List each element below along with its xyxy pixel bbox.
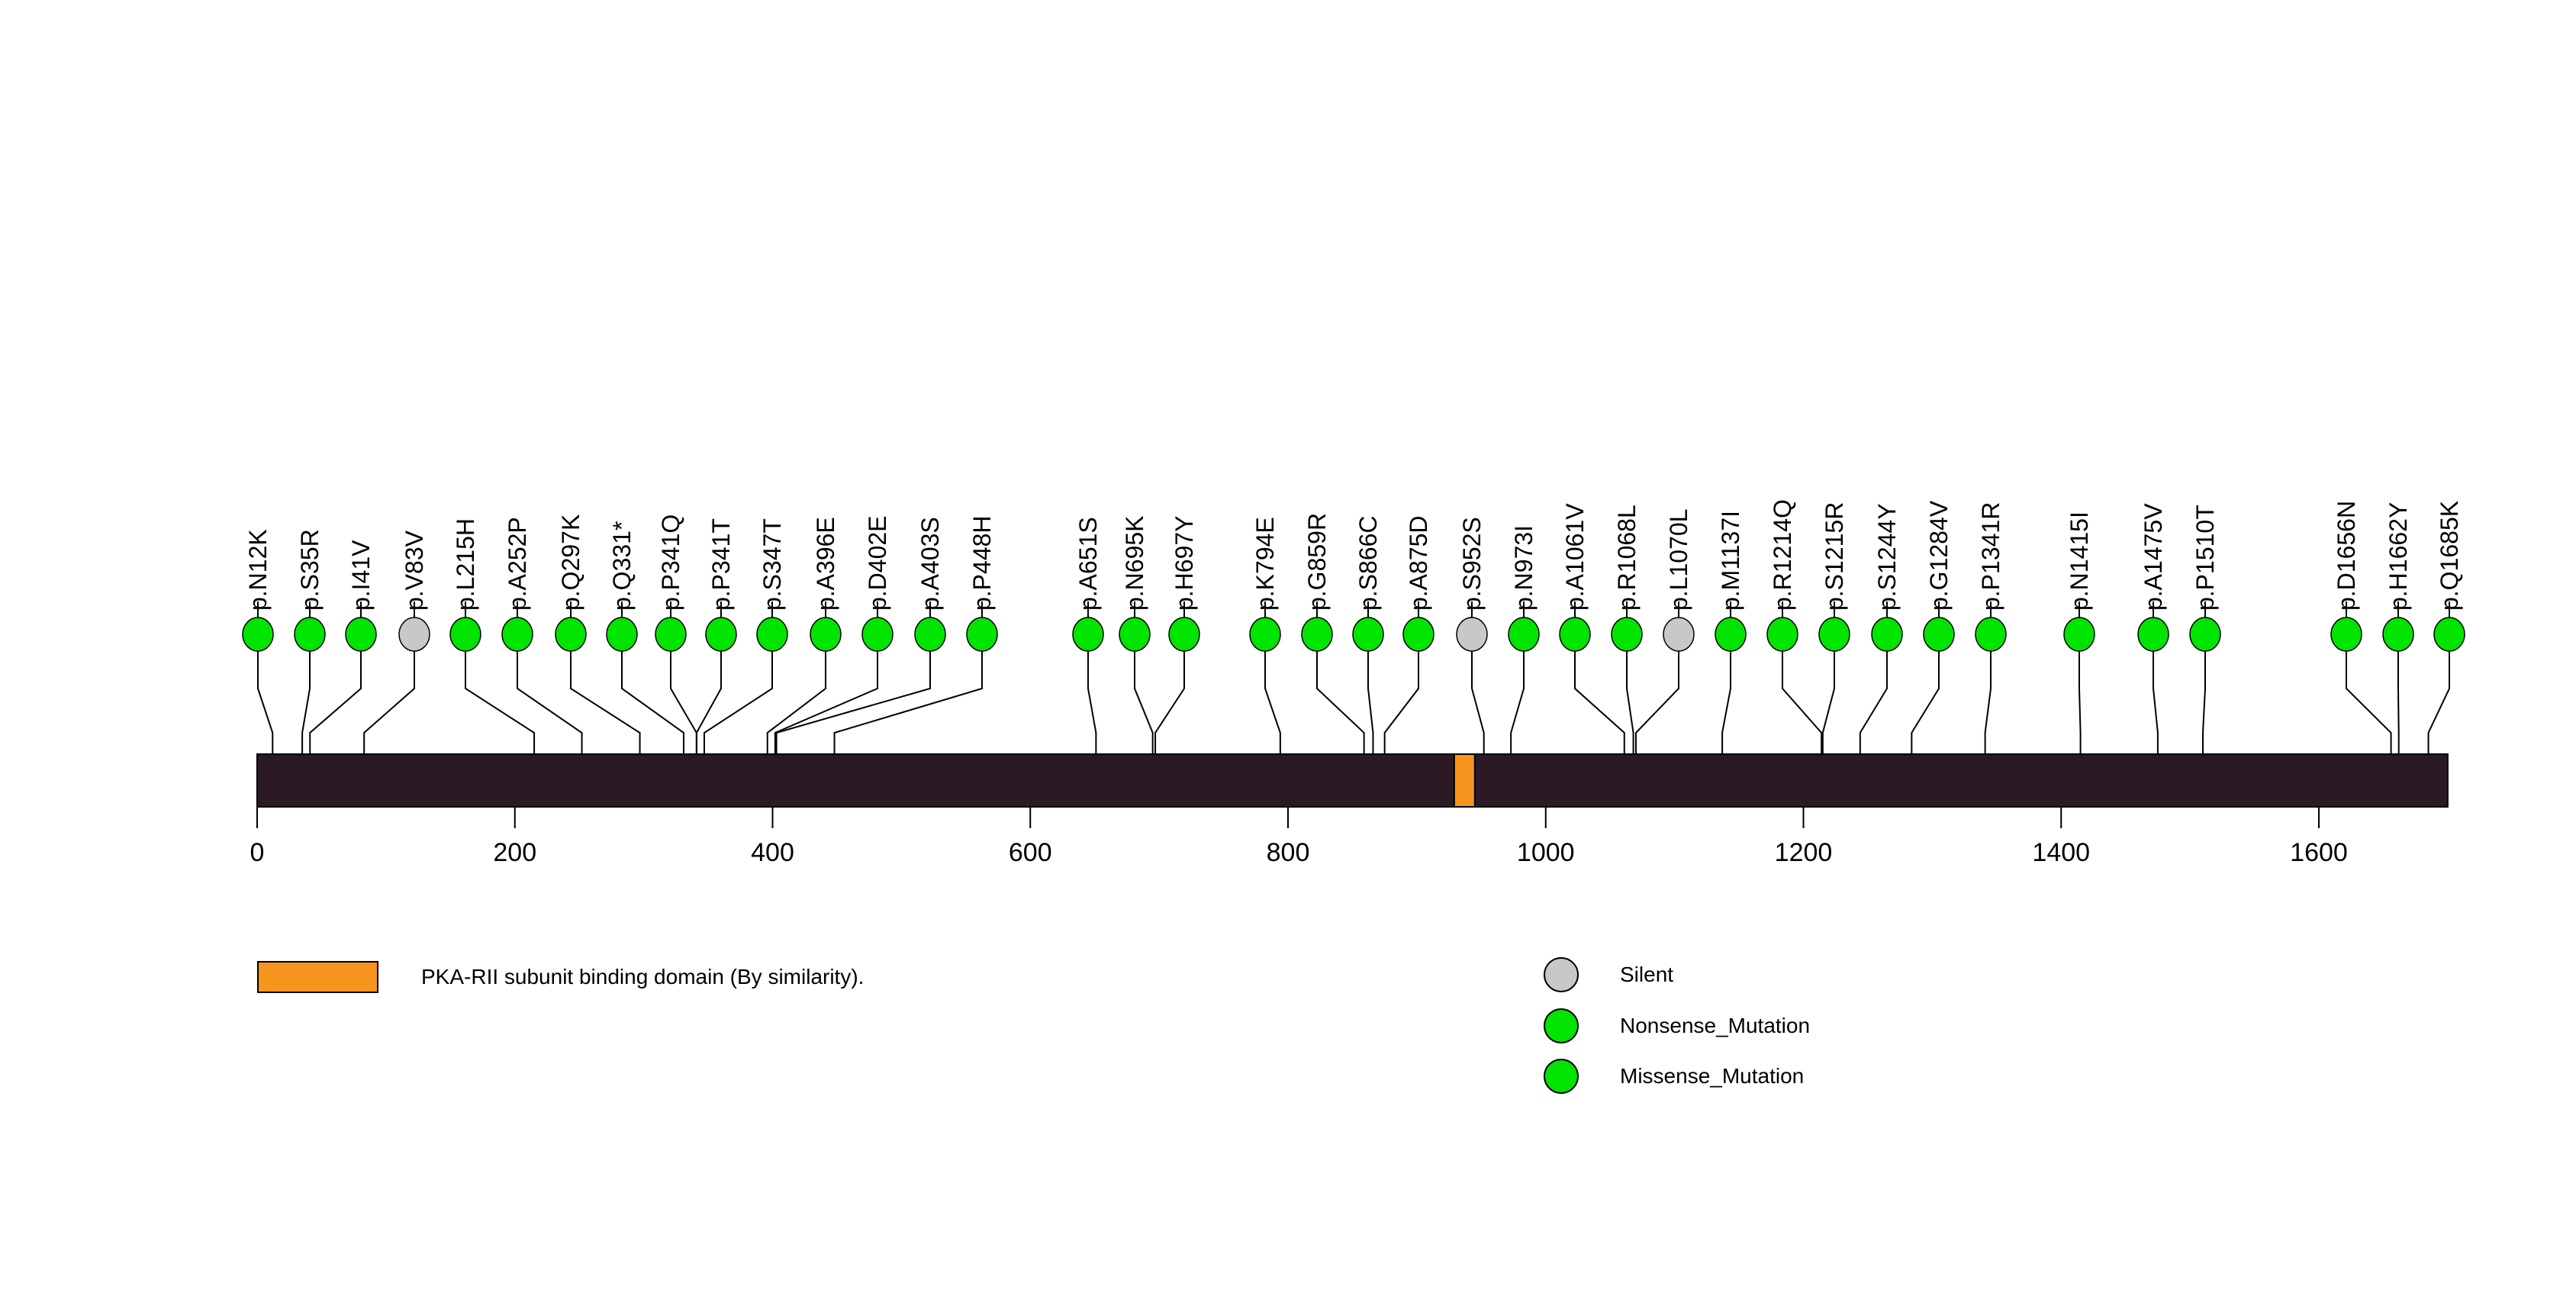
axis-tick-label: 1200: [1775, 838, 1833, 867]
axis-tick-label: 1600: [2290, 838, 2348, 867]
mutation-label: p.A1061V: [1561, 503, 1589, 611]
axis-tick-label: 800: [1267, 838, 1310, 867]
mutation-circle: [1663, 617, 1695, 652]
axis-tick-label: 400: [751, 838, 794, 867]
mutation-circle: [1871, 617, 1903, 652]
mutation-label: p.S866C: [1354, 515, 1382, 611]
mutation-circle: [861, 617, 894, 652]
mutation-circle: [1402, 617, 1435, 652]
mutation-label: p.P448H: [968, 515, 996, 611]
legend-missense-swatch: [1544, 1059, 1579, 1094]
mutation-circle: [501, 617, 533, 652]
mutation-circle: [1072, 617, 1104, 652]
axis-tick-label: 600: [1009, 838, 1052, 867]
mutation-circle: [1611, 617, 1643, 652]
mutation-label: p.A396E: [812, 517, 839, 611]
mutation-circle: [2382, 617, 2414, 652]
legend-silent-label: Silent: [1620, 963, 1674, 986]
mutation-circle: [914, 617, 946, 652]
mutation-label: p.R1068L: [1613, 505, 1641, 611]
mutation-label: p.L1070L: [1665, 509, 1692, 611]
mutation-circle: [1119, 617, 1151, 652]
mutation-circle: [1301, 617, 1333, 652]
mutation-label: p.A875D: [1405, 515, 1432, 611]
mutation-circle: [1559, 617, 1591, 652]
mutation-circle: [1923, 617, 1955, 652]
mutation-label: p.S1215R: [1821, 502, 1848, 611]
mutation-label: p.P341T: [707, 518, 735, 611]
mutation-circle: [1766, 617, 1798, 652]
mutation-label: p.D1656N: [2333, 501, 2360, 611]
mutation-circle: [756, 617, 788, 652]
mutation-label: p.K794E: [1251, 517, 1279, 611]
mutation-circle: [1508, 617, 1540, 652]
mutation-circle: [1975, 617, 2007, 652]
mutation-label: p.G1284V: [1925, 500, 1953, 611]
mutation-label: p.H1662Y: [2384, 502, 2412, 611]
mutation-circle: [242, 617, 274, 652]
mutation-label: p.A1475V: [2140, 503, 2167, 611]
mutation-label: p.L215H: [452, 518, 479, 611]
mutation-circle: [1818, 617, 1850, 652]
mutation-circle: [449, 617, 481, 652]
mutation-circle: [555, 617, 587, 652]
mutation-label: p.Q297K: [557, 514, 584, 611]
mutation-circle: [655, 617, 687, 652]
mutation-label: p.N973I: [1510, 525, 1538, 611]
legend-silent-swatch: [1544, 957, 1579, 992]
mutation-label: p.S347T: [758, 518, 786, 611]
mutation-label: p.S1244Y: [1873, 503, 1901, 611]
mutation-label: p.G859R: [1303, 513, 1331, 611]
mutation-circle: [606, 617, 638, 652]
mutation-label: p.M1137I: [1717, 511, 1744, 611]
mutation-circle: [2137, 617, 2169, 652]
domain-rect: [1453, 753, 1476, 808]
mutation-label: p.N12K: [244, 529, 272, 611]
mutation-label: p.V83V: [401, 530, 428, 611]
mutation-label: p.A403S: [916, 517, 944, 611]
domain-legend-swatch: [257, 961, 378, 993]
mutation-label: p.S35R: [296, 529, 324, 611]
mutation-label: p.N695K: [1121, 515, 1148, 611]
mutation-circle: [810, 617, 842, 652]
legend-nonsense-swatch: [1544, 1008, 1579, 1043]
mutation-circle: [2433, 617, 2465, 652]
mutation-label: p.A651S: [1074, 517, 1102, 611]
mutation-label: p.N1415I: [2066, 511, 2093, 611]
axis-tick-label: 1400: [2032, 838, 2090, 867]
mutation-circle: [705, 617, 737, 652]
axis-tick-label: 1000: [1517, 838, 1575, 867]
legend-nonsense-label: Nonsense_Mutation: [1620, 1014, 1811, 1037]
mutation-circle: [294, 617, 326, 652]
mutation-circle: [1249, 617, 1281, 652]
mutation-label: p.Q1685K: [2436, 501, 2463, 611]
mutation-label: p.P1341R: [1977, 502, 2004, 611]
mutation-label: p.I41V: [347, 540, 375, 611]
mutation-circle: [1456, 617, 1488, 652]
axis-tick-label: 0: [250, 838, 265, 867]
mutation-label: p.H697Y: [1170, 515, 1198, 611]
mutation-circle: [1352, 617, 1384, 652]
axis-tick-label: 200: [493, 838, 536, 867]
mutation-label: p.S952S: [1458, 517, 1486, 611]
mutation-circle: [2330, 617, 2362, 652]
mutation-label: p.R1214Q: [1769, 499, 1796, 611]
legend-missense-label: Missense_Mutation: [1620, 1064, 1805, 1088]
mutation-circle: [398, 617, 430, 652]
mutation-circle: [2063, 617, 2095, 652]
mutation-label: p.A252P: [504, 517, 531, 611]
domain-legend-label: PKA-RII subunit binding domain (By simil…: [421, 965, 865, 988]
mutation-circle: [1168, 617, 1200, 652]
mutation-label: p.D402E: [864, 515, 891, 611]
protein-bar: [256, 753, 2449, 808]
mutation-circle: [2189, 617, 2221, 652]
mutation-label: p.P341Q: [657, 514, 684, 611]
mutation-circle: [345, 617, 377, 652]
mutation-circle: [966, 617, 998, 652]
mutation-label: p.P1510T: [2191, 505, 2219, 611]
mutation-circle: [1715, 617, 1747, 652]
mutation-label: p.Q331*: [608, 521, 636, 611]
